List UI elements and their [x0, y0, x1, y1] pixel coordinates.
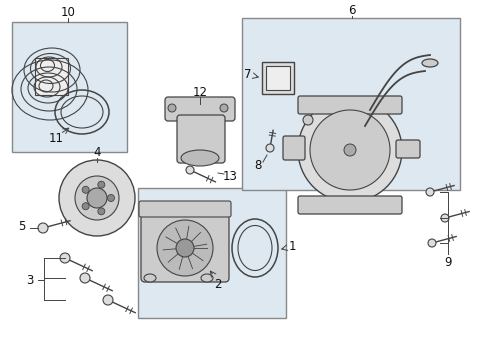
- Bar: [242, 18, 460, 190]
- Circle shape: [60, 253, 70, 263]
- FancyBboxPatch shape: [141, 206, 229, 282]
- FancyBboxPatch shape: [298, 196, 402, 214]
- Ellipse shape: [144, 274, 156, 282]
- Polygon shape: [35, 58, 68, 95]
- Ellipse shape: [201, 274, 213, 282]
- Text: 8: 8: [254, 158, 262, 171]
- Text: 1: 1: [288, 239, 296, 252]
- Text: 5: 5: [18, 220, 25, 233]
- Text: 9: 9: [444, 256, 452, 269]
- Text: 13: 13: [222, 170, 238, 183]
- Ellipse shape: [181, 150, 219, 166]
- FancyBboxPatch shape: [139, 201, 231, 217]
- Circle shape: [303, 115, 313, 125]
- Text: 2: 2: [214, 279, 222, 292]
- Circle shape: [98, 181, 105, 188]
- Circle shape: [82, 203, 89, 210]
- Text: 4: 4: [93, 145, 101, 158]
- Circle shape: [38, 223, 48, 233]
- FancyBboxPatch shape: [396, 140, 420, 158]
- Circle shape: [428, 239, 436, 247]
- Circle shape: [157, 220, 213, 276]
- Circle shape: [75, 176, 119, 220]
- Bar: [12, 22, 127, 152]
- Bar: [262, 62, 294, 94]
- Circle shape: [310, 110, 390, 190]
- Circle shape: [103, 295, 113, 305]
- Circle shape: [186, 166, 194, 174]
- Circle shape: [168, 104, 176, 112]
- Circle shape: [176, 239, 194, 257]
- Circle shape: [98, 208, 105, 215]
- Circle shape: [344, 144, 356, 156]
- Bar: [138, 188, 286, 318]
- FancyBboxPatch shape: [177, 115, 225, 163]
- FancyBboxPatch shape: [165, 97, 235, 121]
- Text: 10: 10: [61, 5, 75, 18]
- Text: 11: 11: [49, 131, 64, 144]
- Circle shape: [82, 186, 89, 193]
- Text: 3: 3: [26, 274, 34, 287]
- Circle shape: [298, 98, 402, 202]
- FancyBboxPatch shape: [298, 96, 402, 114]
- FancyBboxPatch shape: [283, 136, 305, 160]
- Bar: [266, 66, 290, 90]
- Circle shape: [266, 144, 274, 152]
- Circle shape: [59, 160, 135, 236]
- Circle shape: [107, 194, 115, 202]
- Circle shape: [87, 188, 107, 208]
- Text: 12: 12: [193, 86, 207, 99]
- Text: 7: 7: [244, 68, 252, 81]
- Circle shape: [220, 104, 228, 112]
- Circle shape: [426, 188, 434, 196]
- Text: 6: 6: [348, 4, 356, 17]
- Ellipse shape: [422, 59, 438, 67]
- Circle shape: [441, 214, 449, 222]
- Circle shape: [80, 273, 90, 283]
